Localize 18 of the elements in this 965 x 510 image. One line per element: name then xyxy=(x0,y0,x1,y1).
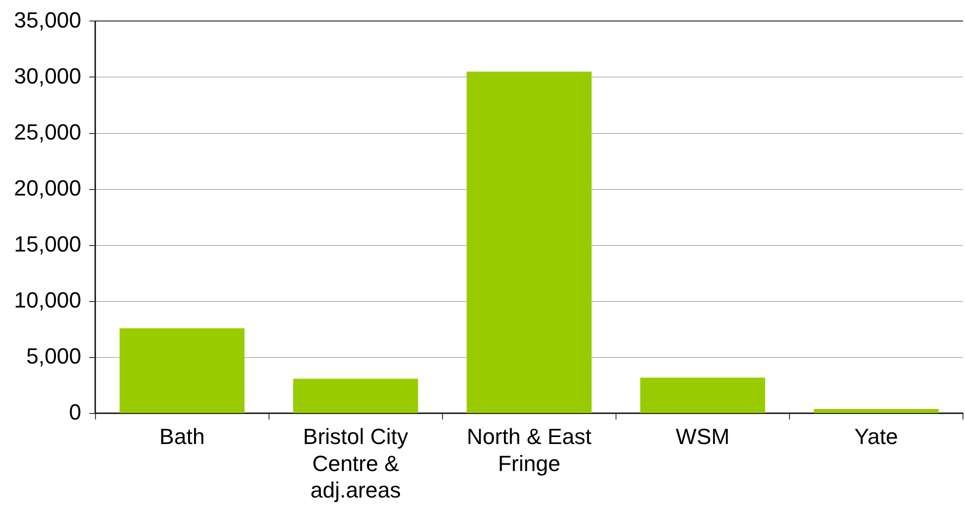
bar xyxy=(814,408,939,413)
y-tick-label: 25,000 xyxy=(14,119,82,144)
y-tick-label: 0 xyxy=(69,400,82,425)
y-tick-label: 10,000 xyxy=(14,287,82,312)
y-tick-label: 15,000 xyxy=(14,231,82,256)
bar xyxy=(466,72,592,413)
x-tick-label: Bristol City Centre & adj.areas xyxy=(303,424,408,503)
x-tick-label: WSM xyxy=(676,424,730,449)
x-tick-label: North & East Fringe xyxy=(466,424,592,476)
y-tick-label: 35,000 xyxy=(14,7,82,32)
y-tick-label: 30,000 xyxy=(14,63,82,88)
bar xyxy=(120,328,245,413)
x-tick-label: Bath xyxy=(159,424,205,449)
y-tick-label: 5,000 xyxy=(26,344,82,369)
bar xyxy=(293,378,418,413)
x-tick-label: Yate xyxy=(854,424,898,449)
bar xyxy=(640,378,766,413)
y-tick-label: 20,000 xyxy=(14,175,82,200)
